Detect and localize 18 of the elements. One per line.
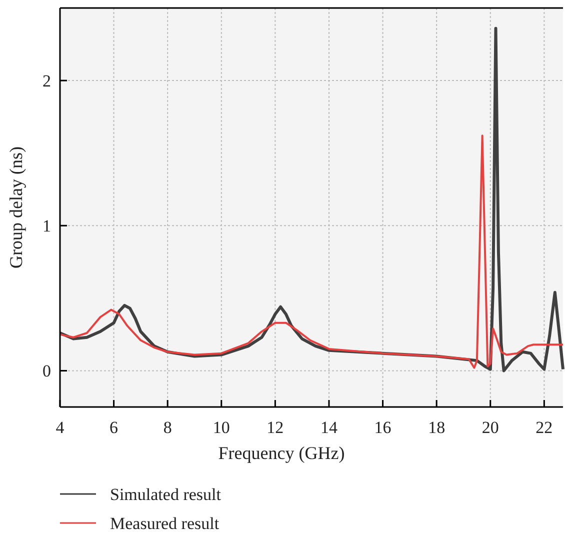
legend-label: Simulated result <box>110 484 222 504</box>
x-tick-label: 16 <box>374 418 392 437</box>
x-tick-label: 14 <box>320 418 338 437</box>
x-tick-label: 10 <box>212 418 230 437</box>
x-tick-label: 20 <box>482 418 499 437</box>
y-axis-title: Group delay (ns) <box>6 146 26 268</box>
line-series <box>59 134 564 369</box>
x-tick-label: 22 <box>536 418 553 437</box>
y-tick-label: 0 <box>42 362 51 381</box>
x-axis-title: Frequency (GHz) <box>218 443 345 463</box>
legend-label: Measured result <box>110 514 220 533</box>
x-tick-label: 6 <box>110 418 118 437</box>
x-tick-label: 18 <box>428 418 446 437</box>
y-tick-label: 1 <box>42 216 51 236</box>
x-tick-label: 12 <box>266 418 284 437</box>
y-tick-label: 2 <box>42 71 51 90</box>
x-tick-label: 8 <box>163 418 172 437</box>
x-tick-label: 4 <box>56 418 65 437</box>
